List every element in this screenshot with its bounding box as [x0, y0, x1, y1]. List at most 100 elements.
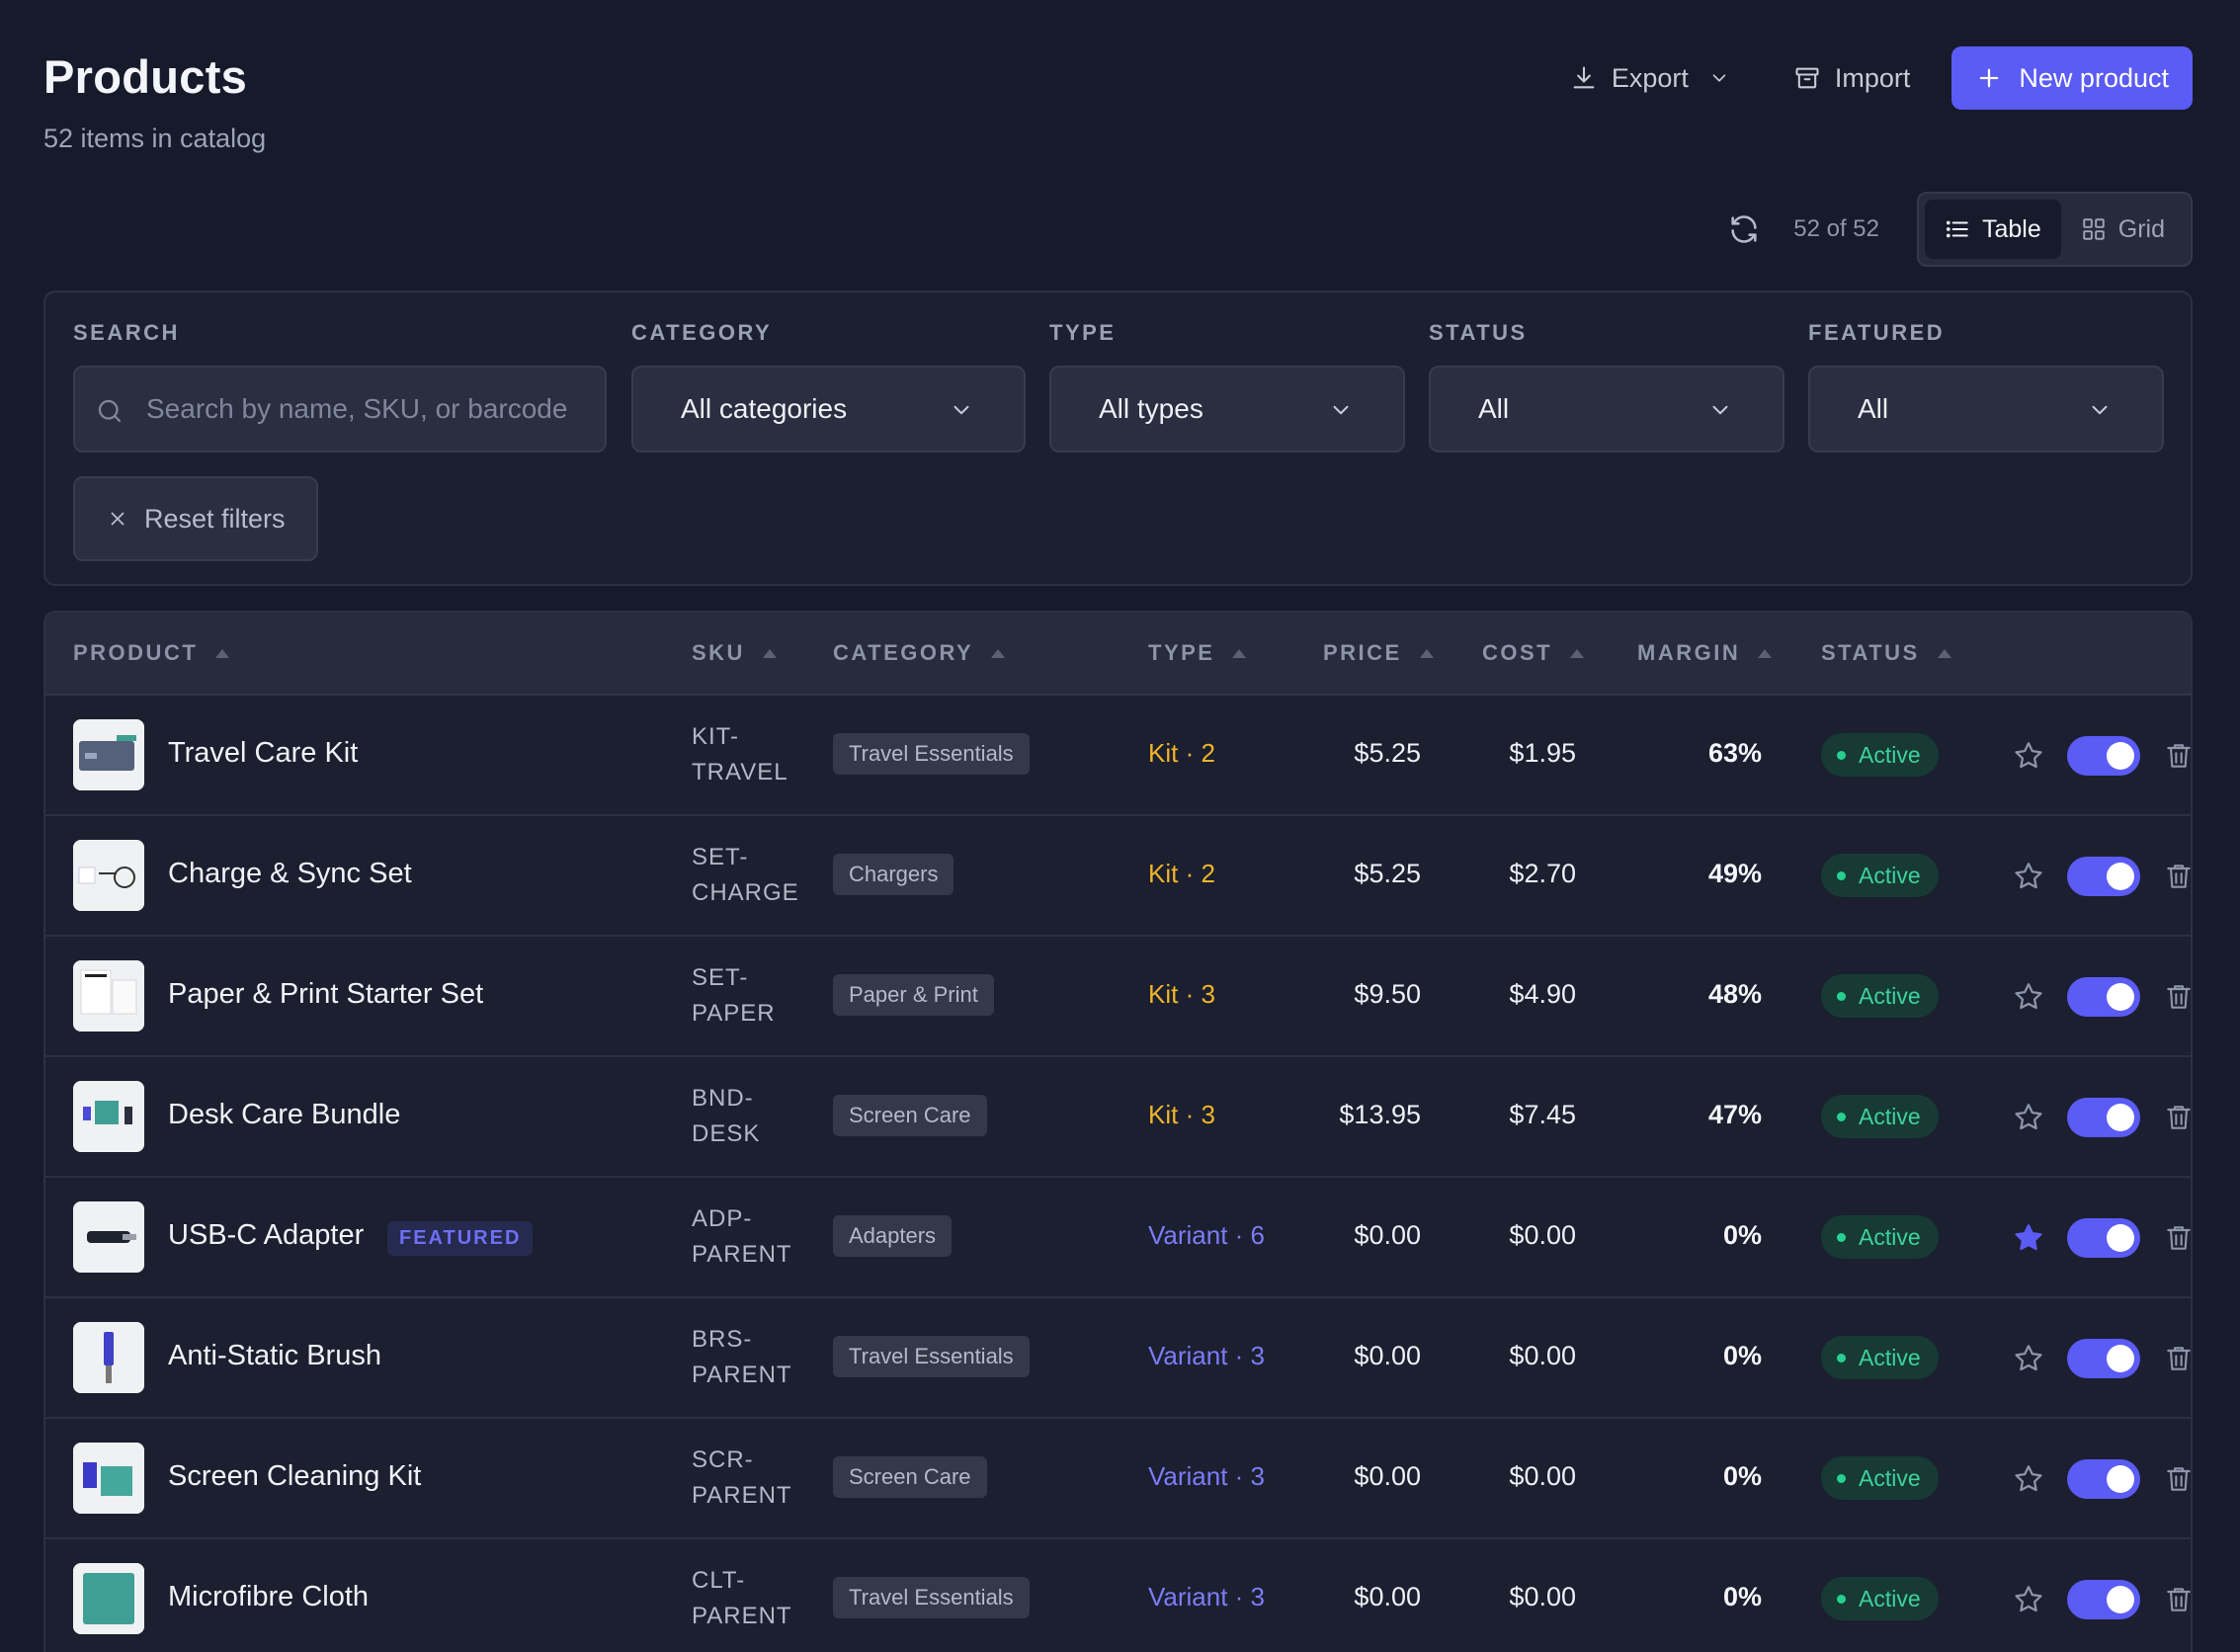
featured-select[interactable]: All — [1808, 366, 2164, 453]
enabled-toggle[interactable] — [2067, 1459, 2140, 1499]
enabled-toggle[interactable] — [2067, 1580, 2140, 1619]
reset-filters-label: Reset filters — [144, 503, 286, 534]
toggle-knob — [2107, 742, 2134, 770]
enabled-toggle[interactable] — [2067, 1218, 2140, 1258]
product-price: $5.25 — [1354, 738, 1421, 768]
new-product-button[interactable]: New product — [1951, 46, 2193, 110]
product-margin: 63% — [1707, 738, 1762, 768]
trash-icon[interactable] — [2163, 1101, 2193, 1134]
star-icon[interactable] — [2012, 739, 2045, 773]
product-name[interactable]: Travel Care Kit — [168, 737, 359, 769]
toggle-knob — [2107, 1465, 2134, 1493]
table-row[interactable]: Charge & Sync Set SET- CHARGE Chargers Ki… — [45, 816, 2191, 937]
enabled-toggle[interactable] — [2067, 1098, 2140, 1137]
view-table-button[interactable]: Table — [1925, 200, 2061, 259]
column-product[interactable]: PRODUCT — [73, 640, 230, 666]
view-toolbar: 52 of 52 Table Grid — [1724, 192, 2193, 267]
search-input[interactable] — [146, 393, 581, 425]
trash-icon[interactable] — [2163, 1583, 2193, 1616]
type-select[interactable]: All types — [1049, 366, 1405, 453]
trash-icon[interactable] — [2163, 860, 2193, 893]
product-price: $5.25 — [1354, 859, 1421, 888]
table-row[interactable]: Desk Care Bundle BND- DESK Screen Care Ki… — [45, 1057, 2191, 1178]
chevron-down-icon — [1712, 405, 1728, 415]
enabled-toggle[interactable] — [2067, 857, 2140, 896]
star-icon[interactable] — [2012, 1583, 2045, 1616]
star-icon[interactable] — [2012, 1342, 2045, 1375]
product-thumbnail — [73, 719, 144, 790]
product-margin: 0% — [1722, 1220, 1762, 1250]
product-name[interactable]: USB-C Adapter — [168, 1219, 365, 1251]
enabled-toggle[interactable] — [2067, 977, 2140, 1017]
sku-line-1: SET- — [692, 844, 749, 870]
view-table-label: Table — [1982, 214, 2041, 243]
star-icon[interactable] — [2012, 1101, 2045, 1134]
column-margin[interactable]: MARGIN — [1637, 640, 1773, 666]
category-badge: Adapters — [833, 1215, 953, 1257]
featured-badge: FEATURED — [387, 1221, 534, 1256]
column-category[interactable]: CATEGORY — [833, 640, 1006, 666]
refresh-button[interactable] — [1724, 209, 1764, 249]
enabled-toggle[interactable] — [2067, 1339, 2140, 1378]
star-icon[interactable] — [2012, 1462, 2045, 1496]
chevron-down-icon — [2092, 405, 2108, 415]
trash-icon[interactable] — [2163, 1462, 2193, 1496]
trash-icon[interactable] — [2163, 739, 2193, 773]
result-count: 52 of 52 — [1793, 215, 1879, 242]
status-select[interactable]: All — [1429, 366, 1784, 453]
sku-line-1: CLT- — [692, 1567, 746, 1594]
import-button[interactable]: Import — [1772, 46, 1933, 110]
table-row[interactable]: Paper & Print Starter Set SET- PAPER Pape… — [45, 937, 2191, 1057]
toggle-knob — [2107, 983, 2134, 1011]
table-row[interactable]: Microfibre Cloth CLT- PARENT Travel Essen… — [45, 1539, 2191, 1652]
column-sku[interactable]: SKU — [692, 640, 777, 666]
toggle-knob — [2107, 1104, 2134, 1131]
product-name[interactable]: Desk Care Bundle — [168, 1099, 401, 1130]
table-body: Travel Care Kit KIT- TRAVEL Travel Essent… — [45, 696, 2191, 1652]
star-icon[interactable] — [2012, 860, 2045, 893]
table-row[interactable]: Screen Cleaning Kit SCR- PARENT Screen Ca… — [45, 1419, 2191, 1539]
table-row[interactable]: Anti-Static Brush BRS- PARENT Travel Esse… — [45, 1298, 2191, 1419]
product-type: Variant · 6 — [1148, 1220, 1266, 1250]
product-name[interactable]: Anti-Static Brush — [168, 1340, 381, 1371]
product-name[interactable]: Screen Cleaning Kit — [168, 1460, 422, 1492]
page-header: Products 52 items in catalog — [43, 49, 266, 154]
top-actions: Export Import New product — [1548, 46, 2193, 110]
enabled-toggle[interactable] — [2067, 736, 2140, 776]
product-cost: $4.90 — [1509, 979, 1576, 1009]
export-button[interactable]: Export — [1548, 46, 1752, 110]
product-margin: 49% — [1707, 859, 1762, 888]
page-title: Products — [43, 50, 248, 103]
view-grid-button[interactable]: Grid — [2061, 200, 2185, 259]
product-name[interactable]: Microfibre Cloth — [168, 1581, 370, 1612]
search-field — [73, 366, 607, 453]
column-status[interactable]: STATUS — [1821, 640, 1951, 666]
product-thumbnail — [73, 960, 144, 1032]
star-filled-icon[interactable] — [2012, 1221, 2045, 1255]
sku-line-2: PARENT — [692, 1362, 792, 1388]
product-type: Variant · 3 — [1148, 1341, 1266, 1370]
trash-icon[interactable] — [2163, 1221, 2193, 1255]
column-cost[interactable]: COST — [1482, 640, 1585, 666]
product-cost: $0.00 — [1509, 1461, 1576, 1491]
sort-icon — [1937, 648, 1951, 658]
trash-icon[interactable] — [2163, 980, 2193, 1014]
product-thumbnail — [73, 1201, 144, 1273]
trash-icon[interactable] — [2163, 1342, 2193, 1375]
list-icon — [1946, 220, 1968, 238]
table-row[interactable]: Travel Care Kit KIT- TRAVEL Travel Essent… — [45, 696, 2191, 816]
star-icon[interactable] — [2012, 980, 2045, 1014]
chevron-down-icon — [1333, 405, 1349, 415]
status-badge: Active — [1821, 854, 1939, 897]
column-type[interactable]: TYPE — [1148, 640, 1247, 666]
product-thumbnail — [73, 1322, 144, 1393]
reset-filters-button[interactable]: Reset filters — [73, 476, 318, 561]
category-select[interactable]: All categories — [631, 366, 1026, 453]
sku-line-2: PARENT — [692, 1241, 792, 1268]
column-price[interactable]: PRICE — [1323, 640, 1434, 666]
product-name[interactable]: Charge & Sync Set — [168, 858, 412, 889]
table-row[interactable]: USB-C Adapter FEATURED ADP- PARENT Adapte… — [45, 1178, 2191, 1298]
sku-line-1: SCR- — [692, 1446, 754, 1473]
product-name[interactable]: Paper & Print Starter Set — [168, 978, 484, 1010]
close-icon — [111, 512, 124, 526]
